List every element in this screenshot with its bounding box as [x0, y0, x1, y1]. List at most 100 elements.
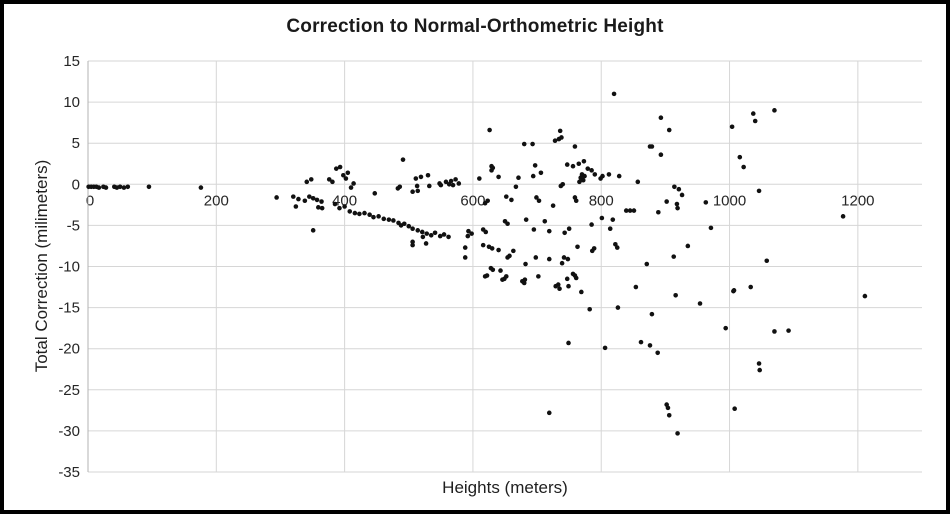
- data-point: [562, 230, 567, 236]
- x-tick-label: 400: [332, 192, 357, 209]
- data-point: [655, 350, 660, 356]
- data-point: [599, 215, 605, 221]
- data-point: [469, 231, 474, 236]
- data-point: [723, 325, 728, 331]
- data-point: [446, 234, 451, 240]
- data-point: [367, 212, 372, 218]
- data-point: [523, 261, 528, 267]
- data-point: [462, 255, 468, 260]
- data-point: [672, 184, 677, 190]
- data-point: [532, 163, 538, 168]
- y-tick-label: 5: [72, 135, 80, 152]
- data-point: [498, 268, 503, 273]
- data-point: [483, 229, 489, 235]
- data-point: [496, 247, 501, 253]
- data-point: [731, 288, 737, 293]
- data-point: [741, 164, 746, 170]
- data-point: [542, 218, 548, 224]
- x-tick-label: 0: [86, 192, 94, 209]
- data-point: [415, 228, 421, 233]
- data-point: [450, 182, 456, 188]
- data-point: [423, 241, 429, 246]
- data-point: [560, 182, 566, 187]
- y-tick-label: 10: [63, 94, 80, 111]
- data-point: [565, 256, 571, 262]
- data-point: [708, 225, 714, 231]
- data-point: [566, 283, 571, 289]
- data-point: [441, 232, 447, 237]
- data-point: [337, 164, 343, 170]
- data-point: [372, 191, 378, 196]
- data-point: [310, 195, 316, 201]
- data-point: [487, 127, 492, 133]
- data-point: [582, 173, 587, 179]
- data-point: [602, 345, 608, 351]
- data-point: [559, 135, 564, 140]
- data-point: [665, 405, 671, 411]
- data-point: [673, 292, 678, 298]
- data-point: [319, 199, 324, 204]
- data-point: [564, 162, 570, 167]
- data-point: [420, 234, 426, 240]
- data-point: [616, 173, 622, 179]
- data-point: [538, 170, 544, 176]
- data-point: [748, 284, 754, 290]
- data-point: [674, 201, 680, 207]
- data-point: [606, 172, 612, 177]
- data-point: [348, 185, 354, 190]
- data-point: [664, 199, 669, 204]
- data-point: [117, 184, 123, 190]
- data-point: [146, 184, 152, 190]
- data-point: [489, 246, 495, 251]
- x-tick-label: 1000: [713, 192, 746, 209]
- data-point: [406, 223, 412, 229]
- data-point: [573, 198, 579, 204]
- data-point: [290, 194, 296, 199]
- y-tick-label: 0: [72, 176, 80, 193]
- data-point: [477, 176, 482, 181]
- x-axis-title: Heights (meters): [442, 478, 568, 497]
- data-point: [607, 226, 613, 231]
- y-tick-label: -25: [58, 382, 80, 399]
- x-tick-label: 600: [460, 192, 485, 209]
- data-point: [757, 367, 762, 373]
- data-point: [552, 138, 558, 144]
- data-point: [679, 192, 685, 198]
- data-point: [443, 179, 449, 185]
- data-point: [302, 198, 308, 204]
- data-point: [333, 166, 339, 171]
- data-point: [432, 230, 438, 236]
- data-point: [319, 205, 325, 211]
- data-point: [480, 242, 486, 248]
- data-point: [293, 204, 299, 209]
- data-point: [750, 111, 756, 116]
- data-point: [425, 172, 431, 178]
- data-point: [465, 233, 471, 239]
- data-point: [530, 173, 536, 179]
- data-point: [453, 177, 458, 182]
- data-point: [546, 256, 552, 262]
- data-point: [840, 214, 846, 219]
- data-point: [413, 176, 419, 181]
- data-point: [772, 329, 777, 334]
- data-point: [274, 195, 279, 200]
- data-point: [666, 412, 672, 418]
- data-point: [523, 217, 529, 222]
- data-point: [559, 260, 565, 266]
- data-point: [400, 157, 406, 162]
- data-point: [756, 188, 762, 194]
- data-point: [557, 286, 562, 291]
- data-point: [496, 174, 501, 180]
- data-point: [752, 118, 758, 124]
- data-point: [401, 221, 407, 227]
- data-point: [466, 228, 471, 234]
- data-point: [381, 216, 387, 222]
- data-point: [511, 248, 516, 254]
- data-point: [585, 166, 591, 171]
- data-point: [658, 152, 664, 158]
- data-point: [507, 253, 512, 259]
- data-point: [198, 185, 204, 190]
- data-point: [564, 276, 570, 282]
- data-point: [125, 184, 131, 190]
